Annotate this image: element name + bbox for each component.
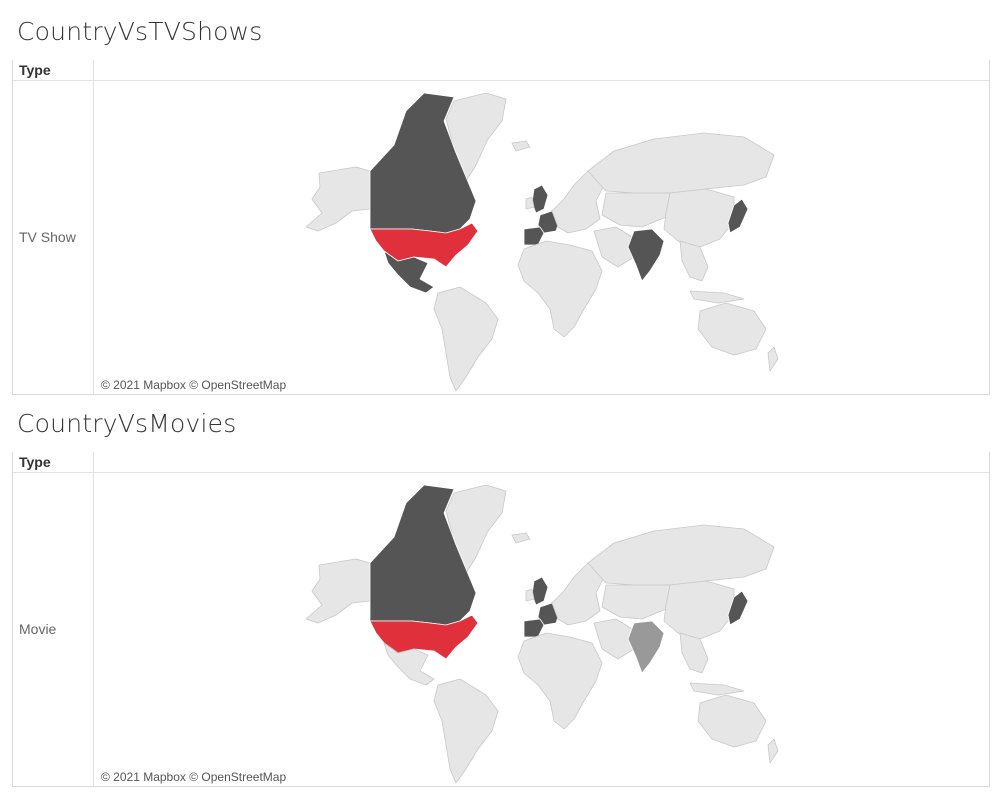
country-new-zealand	[767, 738, 779, 764]
row-label-movie: Movie	[19, 621, 57, 637]
country-iceland	[511, 532, 531, 544]
column-header-type: Type	[19, 454, 51, 470]
country-russia	[587, 524, 775, 586]
map-canvas[interactable]	[94, 81, 988, 394]
country-africa	[517, 632, 603, 730]
world-map[interactable]: © 2021 Mapbox © OpenStreetMap	[94, 473, 988, 786]
country-greenland	[445, 484, 507, 574]
country-australia	[697, 694, 767, 748]
country-china	[663, 580, 735, 640]
country-central-asia	[601, 584, 671, 620]
pane-divider	[93, 60, 94, 394]
country-united-kingdom[interactable]	[531, 184, 549, 214]
column-header-type: Type	[19, 62, 51, 78]
country-south-america	[433, 678, 499, 784]
sheet-movies: CountryVsMovies Type Movie © 2021 Mapbox…	[12, 392, 990, 792]
world-map[interactable]: © 2021 Mapbox © OpenStreetMap	[94, 81, 988, 394]
sheet-panel: Type TV Show © 2021 Mapbox © OpenStreetM…	[12, 60, 990, 395]
country-russia	[587, 132, 775, 194]
country-new-zealand	[767, 346, 779, 372]
country-mexico[interactable]	[383, 250, 435, 294]
country-australia	[697, 302, 767, 356]
country-central-asia	[601, 192, 671, 228]
row-label-tv-show: TV Show	[19, 229, 76, 245]
country-indonesia	[689, 290, 745, 304]
country-china	[663, 188, 735, 248]
country-spain[interactable]	[523, 226, 545, 246]
country-indonesia	[689, 682, 745, 696]
map-canvas[interactable]	[94, 473, 988, 786]
country-alaska	[305, 558, 371, 624]
header-row: Type	[13, 452, 989, 473]
country-iceland	[511, 140, 531, 152]
country-mexico	[383, 642, 435, 686]
country-ireland	[525, 588, 535, 602]
country-europe	[551, 166, 605, 234]
country-india[interactable]	[627, 620, 665, 674]
country-south-america	[433, 286, 499, 392]
pane-divider	[93, 452, 94, 786]
country-japan[interactable]	[727, 198, 749, 234]
country-europe	[551, 558, 605, 626]
country-southeast-asia	[679, 240, 709, 282]
sheet-title: CountryVsMovies	[17, 409, 237, 438]
country-southeast-asia	[679, 632, 709, 674]
sheet-title: CountryVsTVShows	[17, 17, 263, 46]
country-ireland	[525, 196, 535, 210]
country-africa	[517, 240, 603, 338]
map-attribution[interactable]: © 2021 Mapbox © OpenStreetMap	[99, 378, 289, 392]
country-greenland	[445, 92, 507, 182]
sheet-panel: Type Movie © 2021 Mapbox © OpenStreetMap	[12, 452, 990, 787]
sheet-tv-shows: CountryVsTVShows Type TV Show © 2021 Map…	[12, 0, 990, 400]
country-alaska	[305, 166, 371, 232]
country-japan[interactable]	[727, 590, 749, 626]
header-row: Type	[13, 60, 989, 81]
country-united-kingdom[interactable]	[531, 576, 549, 606]
map-attribution[interactable]: © 2021 Mapbox © OpenStreetMap	[99, 770, 289, 784]
country-spain[interactable]	[523, 618, 545, 638]
country-india[interactable]	[627, 228, 665, 282]
